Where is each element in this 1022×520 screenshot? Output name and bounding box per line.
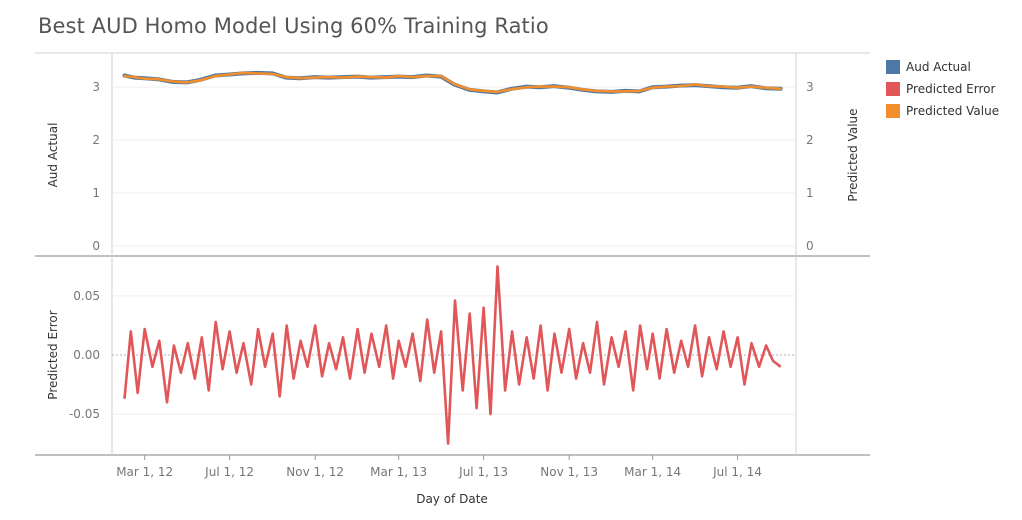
top-left-tick-label: 0 [92, 239, 100, 253]
x-tick-label: Mar 1, 13 [370, 465, 427, 479]
series-line-predicted-error [123, 265, 782, 445]
legend-label-predicted-error: Predicted Error [906, 82, 996, 96]
legend-swatch-predicted-value [886, 104, 900, 118]
legend-label-predicted-value: Predicted Value [906, 104, 1000, 118]
top-left-tick-label: 3 [92, 80, 100, 94]
top-left-axis-title: Aud Actual [46, 123, 60, 188]
legend: Aud Actual Predicted Error Predicted Val… [886, 56, 999, 122]
x-axis-title: Day of Date [416, 492, 488, 506]
bottom-axis-title: Predicted Error [46, 310, 60, 399]
x-tick-label: Nov 1, 13 [540, 465, 598, 479]
legend-swatch-predicted-error [886, 82, 900, 96]
x-tick-label: Mar 1, 12 [116, 465, 173, 479]
top-left-tick-label: 1 [92, 186, 100, 200]
legend-item-predicted-error[interactable]: Predicted Error [886, 78, 999, 100]
top-right-tick-label: 0 [806, 239, 814, 253]
legend-item-aud-actual[interactable]: Aud Actual [886, 56, 999, 78]
series-line-predicted-value [123, 71, 782, 94]
chart-title: Best AUD Homo Model Using 60% Training R… [38, 14, 549, 38]
x-tick-label: Jul 1, 14 [712, 465, 762, 479]
x-tick-label: Jul 1, 12 [204, 465, 254, 479]
top-right-tick-label: 1 [806, 186, 814, 200]
top-right-tick-label: 3 [806, 80, 814, 94]
top-left-tick-label: 2 [92, 133, 100, 147]
legend-label-aud-actual: Aud Actual [906, 60, 971, 74]
legend-item-predicted-value[interactable]: Predicted Value [886, 100, 999, 122]
x-tick-label: Mar 1, 14 [624, 465, 681, 479]
top-right-axis-title: Predicted Value [846, 108, 860, 201]
top-right-tick-label: 2 [806, 133, 814, 147]
legend-swatch-aud-actual [886, 60, 900, 74]
bottom-tick-label: 0.05 [73, 289, 100, 303]
bottom-tick-label: -0.05 [69, 407, 100, 421]
bottom-tick-label: 0.00 [73, 348, 100, 362]
x-tick-label: Jul 1, 13 [458, 465, 508, 479]
x-tick-label: Nov 1, 12 [286, 465, 344, 479]
